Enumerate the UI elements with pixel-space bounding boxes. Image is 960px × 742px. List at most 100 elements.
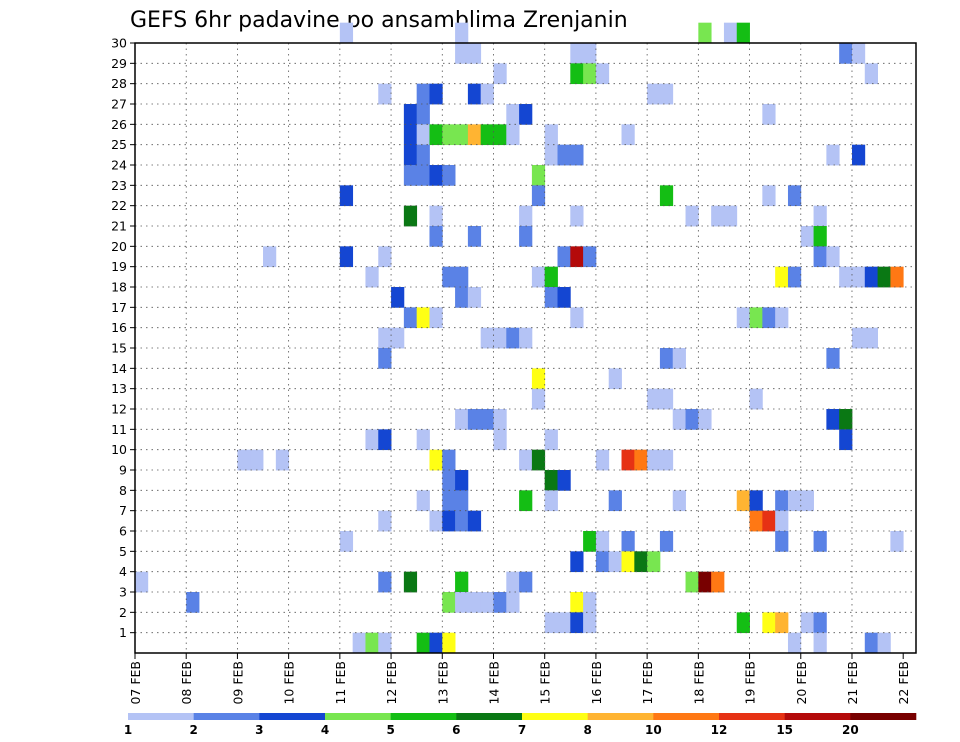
cell-m7-t48	[749, 490, 763, 512]
y-axis: 1234567891011121314151617181920212223242…	[111, 36, 135, 640]
cell-m1-t49	[762, 612, 776, 634]
cell-m5-t53	[813, 531, 827, 552]
cell-m9-t31	[531, 449, 546, 471]
y-tick-label: 1	[119, 625, 127, 640]
cell-m19-t53	[813, 246, 827, 268]
cell-m5-t59	[890, 531, 904, 552]
colorbar-label: 6	[452, 723, 460, 737]
cell-m22-t41	[659, 185, 674, 207]
cell-m6-t19	[378, 510, 392, 532]
x-tick-label: 16 FEB	[589, 661, 604, 705]
cell-m11-t28	[493, 409, 507, 430]
cell-m18-t58	[877, 266, 891, 288]
cell-m4-t37	[608, 551, 622, 573]
cell-m1-t50	[775, 612, 789, 634]
cell-m23-t23	[429, 165, 443, 186]
y-tick-label: 21	[111, 219, 127, 234]
cell-m9-t38	[621, 449, 635, 471]
y-tick-label: 7	[119, 503, 127, 518]
cell-m0-t19	[378, 632, 392, 654]
cell-m28-t57	[864, 63, 878, 85]
cell-m22-t31	[531, 185, 546, 207]
cell-m19-t54	[826, 246, 840, 268]
cell-m26-t22	[416, 104, 430, 125]
cell-m21-t21	[403, 205, 418, 227]
cell-m18-t59	[890, 266, 904, 288]
cell-m29-t34	[570, 43, 584, 64]
cell-m3-t21	[403, 571, 418, 593]
colorbar-swatch	[193, 713, 260, 720]
cell-m17-t26	[467, 287, 482, 308]
cell-m10-t32	[544, 429, 558, 451]
colorbar-label: 4	[321, 723, 329, 737]
cell-m2-t24	[442, 592, 456, 613]
x-tick-label: 11 FEB	[333, 661, 348, 705]
x-axis: 07 FEB 08 FEB 09 FEB 10 FEB 11 FEB 12 FEB 13 F…	[128, 653, 911, 705]
y-tick-label: 4	[119, 564, 127, 579]
cell-m1-t52	[800, 612, 814, 634]
colorbar-label: 1	[124, 723, 132, 737]
cell-m29-t56	[851, 43, 866, 64]
cell-m6-t49	[762, 510, 776, 532]
colorbar-swatch	[522, 713, 588, 720]
plot-frame	[134, 42, 917, 654]
cell-m4-t39	[634, 551, 648, 573]
cell-m11-t27	[480, 409, 494, 430]
y-tick-label: 28	[111, 76, 127, 91]
colorbar-label: 20	[842, 723, 859, 737]
cell-m20-t23	[429, 226, 443, 247]
cell-m21-t45	[711, 205, 725, 227]
y-tick-label: 5	[119, 544, 127, 559]
cell-m26-t30	[519, 104, 533, 125]
cell-m5-t38	[621, 531, 635, 552]
cell-m4-t40	[647, 551, 661, 573]
y-tick-label: 23	[111, 178, 127, 193]
cell-m25-t28	[493, 124, 507, 146]
y-tick-label: 25	[111, 137, 127, 152]
cell-m29-t55	[839, 43, 853, 64]
cell-m0-t23	[429, 632, 443, 654]
cell-m27-t26	[467, 83, 482, 105]
cell-m16-t23	[429, 307, 443, 329]
colorbar-swatch	[259, 713, 326, 720]
colorbar-label: 5	[386, 723, 394, 737]
cell-m7-t52	[800, 490, 814, 512]
cell-m2-t27	[480, 592, 494, 613]
cell-m21-t53	[813, 205, 827, 227]
cell-m17-t20	[391, 287, 405, 308]
cell-m5-t41	[659, 531, 674, 552]
cell-m16-t50	[775, 307, 789, 329]
cell-m27-t19	[378, 83, 392, 105]
cell-m17-t32	[544, 287, 558, 308]
cell-m25-t29	[506, 124, 520, 146]
cell-m18-t24	[442, 266, 456, 288]
y-tick-label: 8	[119, 483, 127, 498]
cell-m28-t28	[493, 63, 507, 85]
cell-m29-t35	[583, 43, 597, 64]
cell-m10-t18	[365, 429, 379, 451]
cell-m18-t32	[544, 266, 558, 288]
cell-m2-t26	[467, 592, 482, 613]
cell-m14-t42	[672, 348, 686, 369]
cell-m30-t44	[698, 22, 712, 44]
cell-m9-t9	[250, 449, 264, 471]
cell-m18-t55	[839, 266, 853, 288]
cell-m3-t30	[519, 571, 533, 593]
colorbar: 1 2 3 4 5 6 7 8 10 12 15 20	[124, 713, 917, 737]
cell-m25-t24	[442, 124, 456, 146]
cell-m9-t36	[595, 449, 610, 471]
cell-m6-t48	[749, 510, 763, 532]
colorbar-label: 8	[583, 723, 591, 737]
cell-m30-t25	[455, 22, 469, 44]
cell-m11-t42	[672, 409, 686, 430]
cell-m2-t35	[583, 592, 597, 613]
cell-m27-t41	[659, 83, 674, 105]
cell-m24-t32	[544, 144, 558, 166]
cell-m0-t57	[864, 632, 878, 654]
cell-m15-t56	[851, 327, 866, 349]
cell-m0-t17	[352, 632, 366, 654]
cell-m10-t28	[493, 429, 507, 451]
cell-m1-t32	[544, 612, 558, 634]
cell-m6-t23	[429, 510, 443, 532]
cell-m16-t49	[762, 307, 776, 329]
